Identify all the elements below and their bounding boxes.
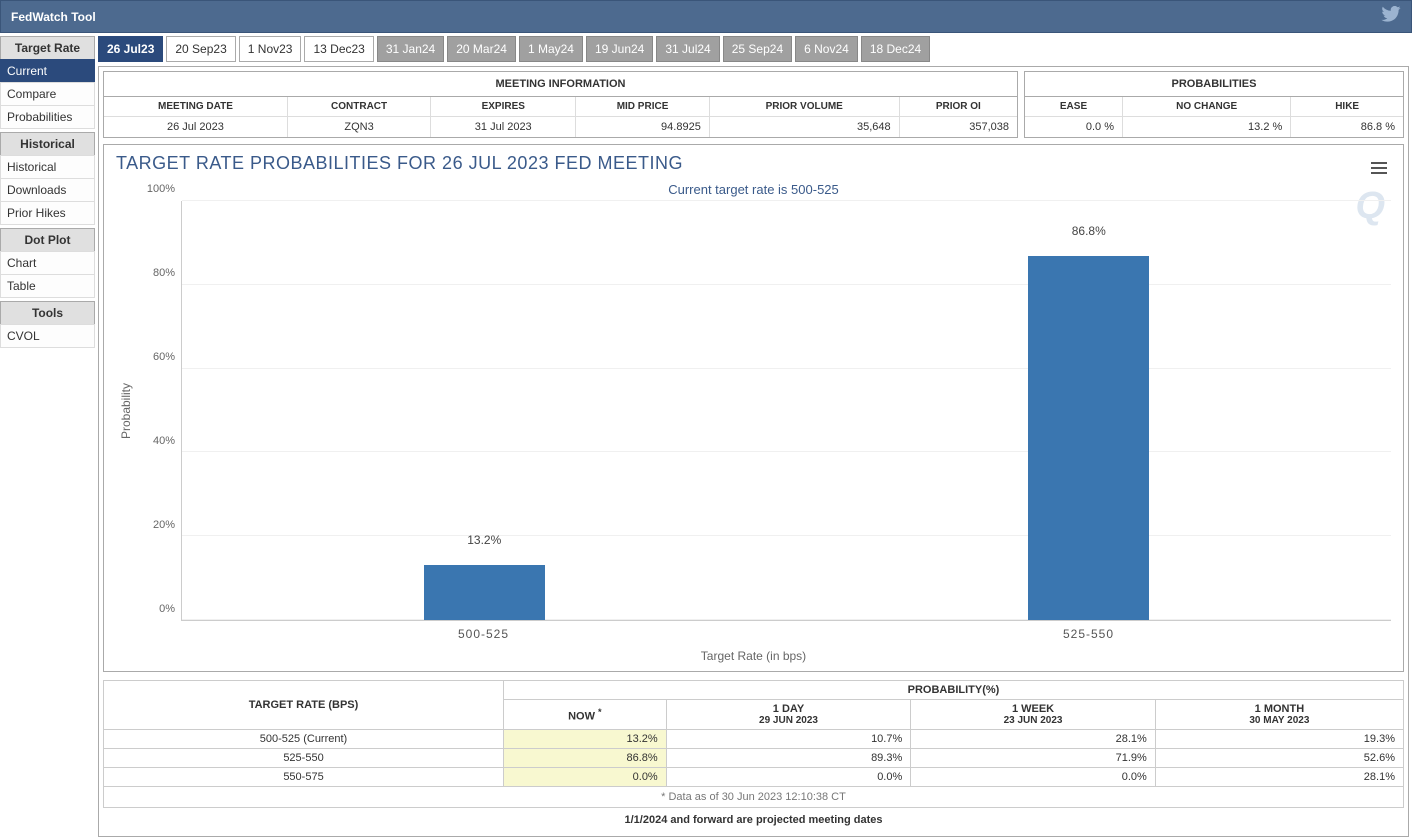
chart-bar-label: 13.2% — [467, 533, 501, 547]
sidebar-section-title: Dot Plot — [0, 228, 95, 252]
sidebar-item[interactable]: Downloads — [0, 178, 95, 202]
date-tab[interactable]: 6 Nov24 — [795, 36, 858, 62]
projection-note: 1/1/2024 and forward are projected meeti… — [103, 808, 1404, 832]
date-tab[interactable]: 1 Nov23 — [239, 36, 302, 62]
meeting-info-table: MEETING DATECONTRACTEXPIRESMID PRICEPRIO… — [104, 97, 1017, 137]
chart-ylabel: Probability — [119, 383, 133, 439]
chart-plot: 13.2% 86.8% — [181, 201, 1391, 621]
sidebar-item[interactable]: Current — [0, 59, 95, 83]
chart-subtitle: Current target rate is 500-525 — [116, 182, 1391, 197]
sidebar-section-title: Historical — [0, 132, 95, 156]
sidebar: Target RateCurrentCompareProbabilities Hi… — [0, 33, 95, 840]
chart-bar[interactable] — [1028, 256, 1149, 620]
chart-xlabel: Target Rate (in bps) — [116, 649, 1391, 663]
meeting-info-panel: MEETING INFORMATION MEETING DATECONTRACT… — [103, 71, 1018, 138]
date-tab[interactable]: 20 Sep23 — [166, 36, 235, 62]
sidebar-section-title: Target Rate — [0, 36, 95, 60]
probabilities-panel: PROBABILITIES EASENO CHANGEHIKE 0.0 %13.… — [1024, 71, 1404, 138]
date-tabs: 26 Jul2320 Sep231 Nov2313 Dec2331 Jan242… — [98, 36, 1409, 62]
date-tab[interactable]: 13 Dec23 — [304, 36, 373, 62]
date-tab[interactable]: 25 Sep24 — [723, 36, 792, 62]
sidebar-item[interactable]: Probabilities — [0, 105, 95, 129]
date-tab[interactable]: 20 Mar24 — [447, 36, 516, 62]
chart-xaxis: 500-525525-550 — [181, 621, 1391, 641]
chart-bar[interactable] — [424, 565, 545, 620]
twitter-icon[interactable] — [1381, 6, 1401, 27]
date-tab[interactable]: 26 Jul23 — [98, 36, 163, 62]
app-header: FedWatch Tool — [0, 0, 1412, 33]
chart-title: TARGET RATE PROBABILITIES FOR 26 JUL 202… — [116, 153, 1391, 174]
chart-panel: TARGET RATE PROBABILITIES FOR 26 JUL 202… — [103, 144, 1404, 672]
probabilities-title: PROBABILITIES — [1025, 72, 1403, 97]
app-title: FedWatch Tool — [11, 10, 96, 24]
date-tab[interactable]: 18 Dec24 — [861, 36, 930, 62]
sidebar-item[interactable]: Compare — [0, 82, 95, 106]
main-content: 26 Jul2320 Sep231 Nov2313 Dec2331 Jan242… — [95, 33, 1412, 840]
sidebar-item[interactable]: Chart — [0, 251, 95, 275]
sidebar-item[interactable]: Prior Hikes — [0, 201, 95, 225]
sidebar-item[interactable]: CVOL — [0, 324, 95, 348]
date-tab[interactable]: 1 May24 — [519, 36, 583, 62]
sidebar-section-title: Tools — [0, 301, 95, 325]
chart-yaxis: 0%20%40%60%80%100% — [136, 201, 181, 621]
date-tab[interactable]: 19 Jun24 — [586, 36, 653, 62]
sidebar-item[interactable]: Historical — [0, 155, 95, 179]
meeting-info-title: MEETING INFORMATION — [104, 72, 1017, 97]
chart-bar-label: 86.8% — [1072, 224, 1106, 238]
history-table: TARGET RATE (BPS)PROBABILITY(%)NOW *1 DA… — [103, 680, 1404, 787]
sidebar-item[interactable]: Table — [0, 274, 95, 298]
probabilities-table: EASENO CHANGEHIKE 0.0 %13.2 %86.8 % — [1025, 97, 1403, 137]
chart-menu-icon[interactable] — [1371, 159, 1387, 177]
date-tab[interactable]: 31 Jan24 — [377, 36, 444, 62]
data-timestamp-note: * Data as of 30 Jun 2023 12:10:38 CT — [103, 787, 1404, 808]
date-tab[interactable]: 31 Jul24 — [656, 36, 719, 62]
